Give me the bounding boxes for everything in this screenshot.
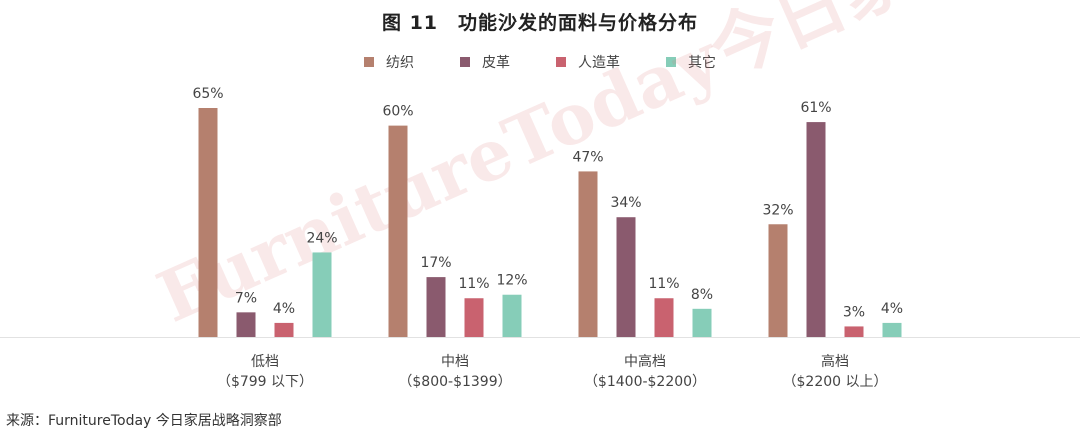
legend-label: 纺织 (386, 55, 414, 71)
category-label: 中高档 (624, 353, 666, 370)
data-label: 61% (800, 100, 831, 116)
data-label: 4% (273, 301, 295, 317)
legend: 纺织 皮革 人造革 其它 (0, 52, 1080, 72)
category-label: 低档 (251, 354, 279, 370)
data-label: 24% (306, 230, 337, 246)
data-label: 32% (762, 202, 793, 218)
category-label: （$800-$1399） (398, 374, 511, 390)
bar (692, 308, 712, 337)
data-label: 4% (881, 301, 903, 317)
data-label: 17% (420, 255, 451, 271)
source-note: 来源：FurnitureToday 今日家居战略洞察部 (6, 413, 282, 429)
bar (236, 312, 256, 337)
legend-swatch (556, 57, 566, 67)
bar (274, 322, 294, 337)
data-label: 3% (843, 304, 865, 320)
category-label: （$799 以下） (217, 374, 313, 390)
chart-title: 图 11 功能沙发的面料与价格分布 (381, 12, 699, 34)
data-label: 65% (192, 86, 223, 102)
category-label: （$2200 以上） (783, 374, 888, 390)
legend-label: 人造革 (578, 55, 620, 71)
bar (806, 122, 826, 337)
legend-swatch (364, 57, 374, 67)
legend-label: 其它 (688, 55, 716, 71)
data-label: 34% (610, 195, 641, 211)
bar (426, 277, 446, 337)
data-label: 47% (572, 149, 603, 165)
legend-swatch (460, 57, 470, 67)
bar (198, 108, 218, 337)
legend-label: 皮革 (482, 55, 510, 71)
data-label: 60% (382, 104, 413, 120)
data-label: 11% (458, 276, 489, 292)
legend-item: 人造革 (556, 52, 620, 72)
data-label: 12% (496, 273, 527, 289)
bar (312, 252, 332, 337)
data-label: 11% (648, 276, 679, 292)
bar (768, 224, 788, 337)
bar (616, 217, 636, 337)
legend-item: 纺织 (364, 52, 414, 72)
bar (882, 322, 902, 337)
bar (464, 298, 484, 337)
legend-item: 其它 (666, 52, 716, 72)
bar (388, 125, 408, 337)
legend-swatch (666, 57, 676, 67)
data-label: 8% (691, 287, 713, 303)
category-label: 高档 (821, 353, 849, 370)
bar (578, 171, 598, 337)
bar (844, 326, 864, 337)
data-label: 7% (235, 290, 257, 306)
category-label: （$1400-$2200） (584, 374, 706, 390)
bar (502, 294, 522, 337)
category-label: 中档 (441, 354, 469, 370)
legend-item: 皮革 (460, 52, 510, 72)
bar (654, 298, 674, 337)
